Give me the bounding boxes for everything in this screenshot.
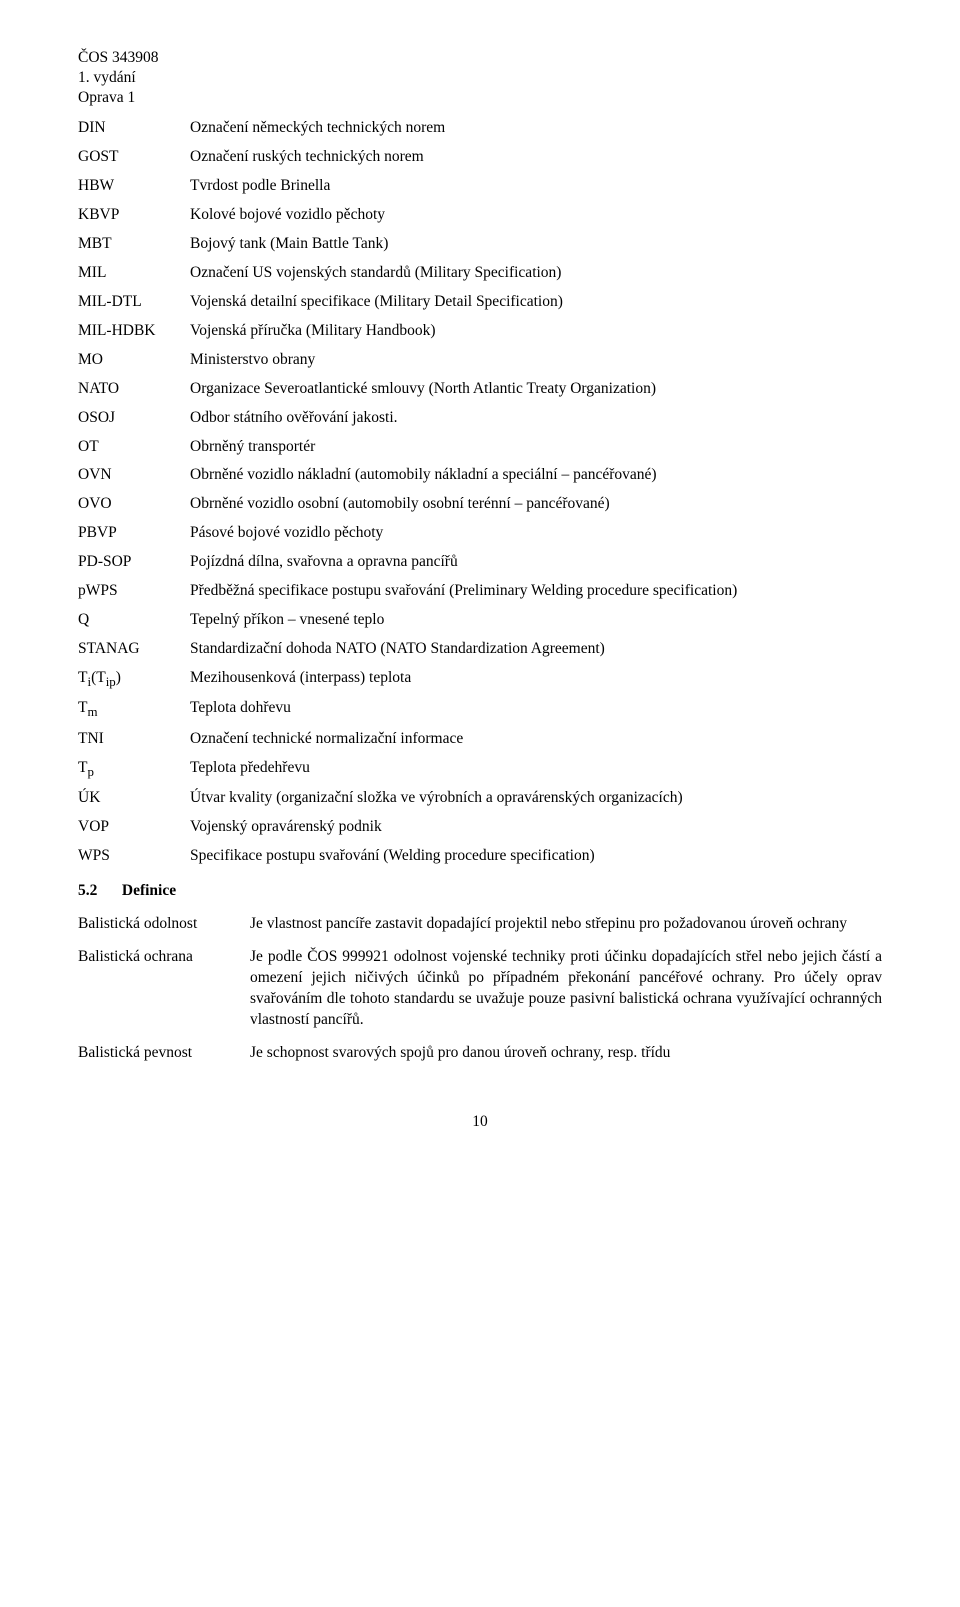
abbr-val: Obrněný transportér (190, 437, 882, 458)
abbr-val: Specifikace postupu svařování (Welding p… (190, 846, 882, 867)
abbr-row: HBWTvrdost podle Brinella (78, 176, 882, 197)
abbreviations-table: DINOznačení německých technických norem … (78, 118, 882, 867)
abbr-key: Q (78, 610, 190, 631)
abbr-row: OSOJOdbor státního ověřování jakosti. (78, 408, 882, 429)
abbr-val: Označení německých technických norem (190, 118, 882, 139)
abbr-key: Tp (78, 758, 190, 781)
abbr-val: Kolové bojové vozidlo pěchoty (190, 205, 882, 226)
abbr-key: VOP (78, 817, 190, 838)
doc-code: ČOS 343908 (78, 48, 882, 68)
abbr-key: TNI (78, 729, 190, 750)
abbr-key: PD-SOP (78, 552, 190, 573)
abbr-val: Tvrdost podle Brinella (190, 176, 882, 197)
abbr-val: Organizace Severoatlantické smlouvy (Nor… (190, 379, 882, 400)
abbr-row: TNIOznačení technické normalizační infor… (78, 729, 882, 750)
abbr-row: OVNObrněné vozidlo nákladní (automobily … (78, 465, 882, 486)
abbr-row: TpTeplota předehřevu (78, 758, 882, 781)
definition-term: Balistická odolnost (78, 914, 250, 935)
abbr-val: Předběžná specifikace postupu svařování … (190, 581, 882, 602)
abbr-val: Standardizační dohoda NATO (NATO Standar… (190, 639, 882, 660)
definition-term: Balistická pevnost (78, 1043, 250, 1064)
abbr-key: NATO (78, 379, 190, 400)
abbr-key: MBT (78, 234, 190, 255)
document-header: ČOS 343908 1. vydání Oprava 1 (78, 48, 882, 108)
abbr-row: VOPVojenský opravárenský podnik (78, 817, 882, 838)
abbr-key: STANAG (78, 639, 190, 660)
definition-text: Je vlastnost pancíře zastavit dopadající… (250, 914, 882, 935)
definition-text: Je podle ČOS 999921 odolnost vojenské te… (250, 947, 882, 1031)
abbr-row: PBVPPásové bojové vozidlo pěchoty (78, 523, 882, 544)
definition-row: Balistická odolnost Je vlastnost pancíře… (78, 914, 882, 935)
abbr-key: pWPS (78, 581, 190, 602)
abbr-row: GOSTOznačení ruských technických norem (78, 147, 882, 168)
abbr-key: ÚK (78, 788, 190, 809)
abbr-key: HBW (78, 176, 190, 197)
abbr-val: Odbor státního ověřování jakosti. (190, 408, 882, 429)
page-number: 10 (78, 1112, 882, 1133)
abbr-row: DINOznačení německých technických norem (78, 118, 882, 139)
abbr-val: Označení US vojenských standardů (Milita… (190, 263, 882, 284)
definition-row: Balistická pevnost Je schopnost svarovýc… (78, 1043, 882, 1064)
abbr-row: Ti(Tip)Mezihousenková (interpass) teplot… (78, 668, 882, 691)
abbr-val: Označení ruských technických norem (190, 147, 882, 168)
abbr-row: MIL-HDBKVojenská příručka (Military Hand… (78, 321, 882, 342)
abbr-val: Obrněné vozidlo nákladní (automobily nák… (190, 465, 882, 486)
abbr-row: pWPSPředběžná specifikace postupu svařov… (78, 581, 882, 602)
abbr-row: MBTBojový tank (Main Battle Tank) (78, 234, 882, 255)
definition-row: Balistická ochrana Je podle ČOS 999921 o… (78, 947, 882, 1031)
abbr-val: Označení technické normalizační informac… (190, 729, 882, 750)
abbr-row: OTObrněný transportér (78, 437, 882, 458)
abbr-val: Vojenský opravárenský podnik (190, 817, 882, 838)
abbr-key: MO (78, 350, 190, 371)
abbr-key: OVN (78, 465, 190, 486)
abbr-key: MIL-DTL (78, 292, 190, 313)
abbr-val: Útvar kvality (organizační složka ve výr… (190, 788, 882, 809)
abbr-key: MIL-HDBK (78, 321, 190, 342)
abbr-val: Teplota předehřevu (190, 758, 882, 779)
abbr-row: OVOObrněné vozidlo osobní (automobily os… (78, 494, 882, 515)
abbr-val: Pásové bojové vozidlo pěchoty (190, 523, 882, 544)
abbr-key: Tm (78, 698, 190, 721)
abbr-key: OSOJ (78, 408, 190, 429)
abbr-key: OVO (78, 494, 190, 515)
abbr-val: Mezihousenková (interpass) teplota (190, 668, 882, 689)
abbr-val: Pojízdná dílna, svařovna a opravna pancí… (190, 552, 882, 573)
section-title: Definice (122, 882, 176, 899)
abbr-row: MIL-DTLVojenská detailní specifikace (Mi… (78, 292, 882, 313)
abbr-row: NATOOrganizace Severoatlantické smlouvy … (78, 379, 882, 400)
abbr-key: Ti(Tip) (78, 668, 190, 691)
abbr-row: WPSSpecifikace postupu svařování (Weldin… (78, 846, 882, 867)
abbr-val: Ministerstvo obrany (190, 350, 882, 371)
definitions-table: Balistická odolnost Je vlastnost pancíře… (78, 914, 882, 1064)
abbr-key: GOST (78, 147, 190, 168)
abbr-row: STANAGStandardizační dohoda NATO (NATO S… (78, 639, 882, 660)
abbr-val: Vojenská příručka (Military Handbook) (190, 321, 882, 342)
abbr-key: PBVP (78, 523, 190, 544)
abbr-val: Obrněné vozidlo osobní (automobily osobn… (190, 494, 882, 515)
abbr-row: KBVPKolové bojové vozidlo pěchoty (78, 205, 882, 226)
abbr-row: MILOznačení US vojenských standardů (Mil… (78, 263, 882, 284)
abbr-row: ÚKÚtvar kvality (organizační složka ve v… (78, 788, 882, 809)
section-heading: 5.2 Definice (78, 881, 882, 902)
abbr-row: PD-SOPPojízdná dílna, svařovna a opravna… (78, 552, 882, 573)
abbr-val: Tepelný příkon – vnesené teplo (190, 610, 882, 631)
abbr-key: MIL (78, 263, 190, 284)
abbr-val: Vojenská detailní specifikace (Military … (190, 292, 882, 313)
abbr-row: MOMinisterstvo obrany (78, 350, 882, 371)
doc-correction: Oprava 1 (78, 88, 882, 108)
section-number: 5.2 (78, 881, 118, 902)
abbr-key: WPS (78, 846, 190, 867)
doc-edition: 1. vydání (78, 68, 882, 88)
abbr-key: KBVP (78, 205, 190, 226)
abbr-val: Teplota dohřevu (190, 698, 882, 719)
abbr-val: Bojový tank (Main Battle Tank) (190, 234, 882, 255)
definition-term: Balistická ochrana (78, 947, 250, 968)
abbr-row: QTepelný příkon – vnesené teplo (78, 610, 882, 631)
definition-text: Je schopnost svarových spojů pro danou ú… (250, 1043, 882, 1064)
abbr-key: OT (78, 437, 190, 458)
abbr-key: DIN (78, 118, 190, 139)
abbr-row: TmTeplota dohřevu (78, 698, 882, 721)
